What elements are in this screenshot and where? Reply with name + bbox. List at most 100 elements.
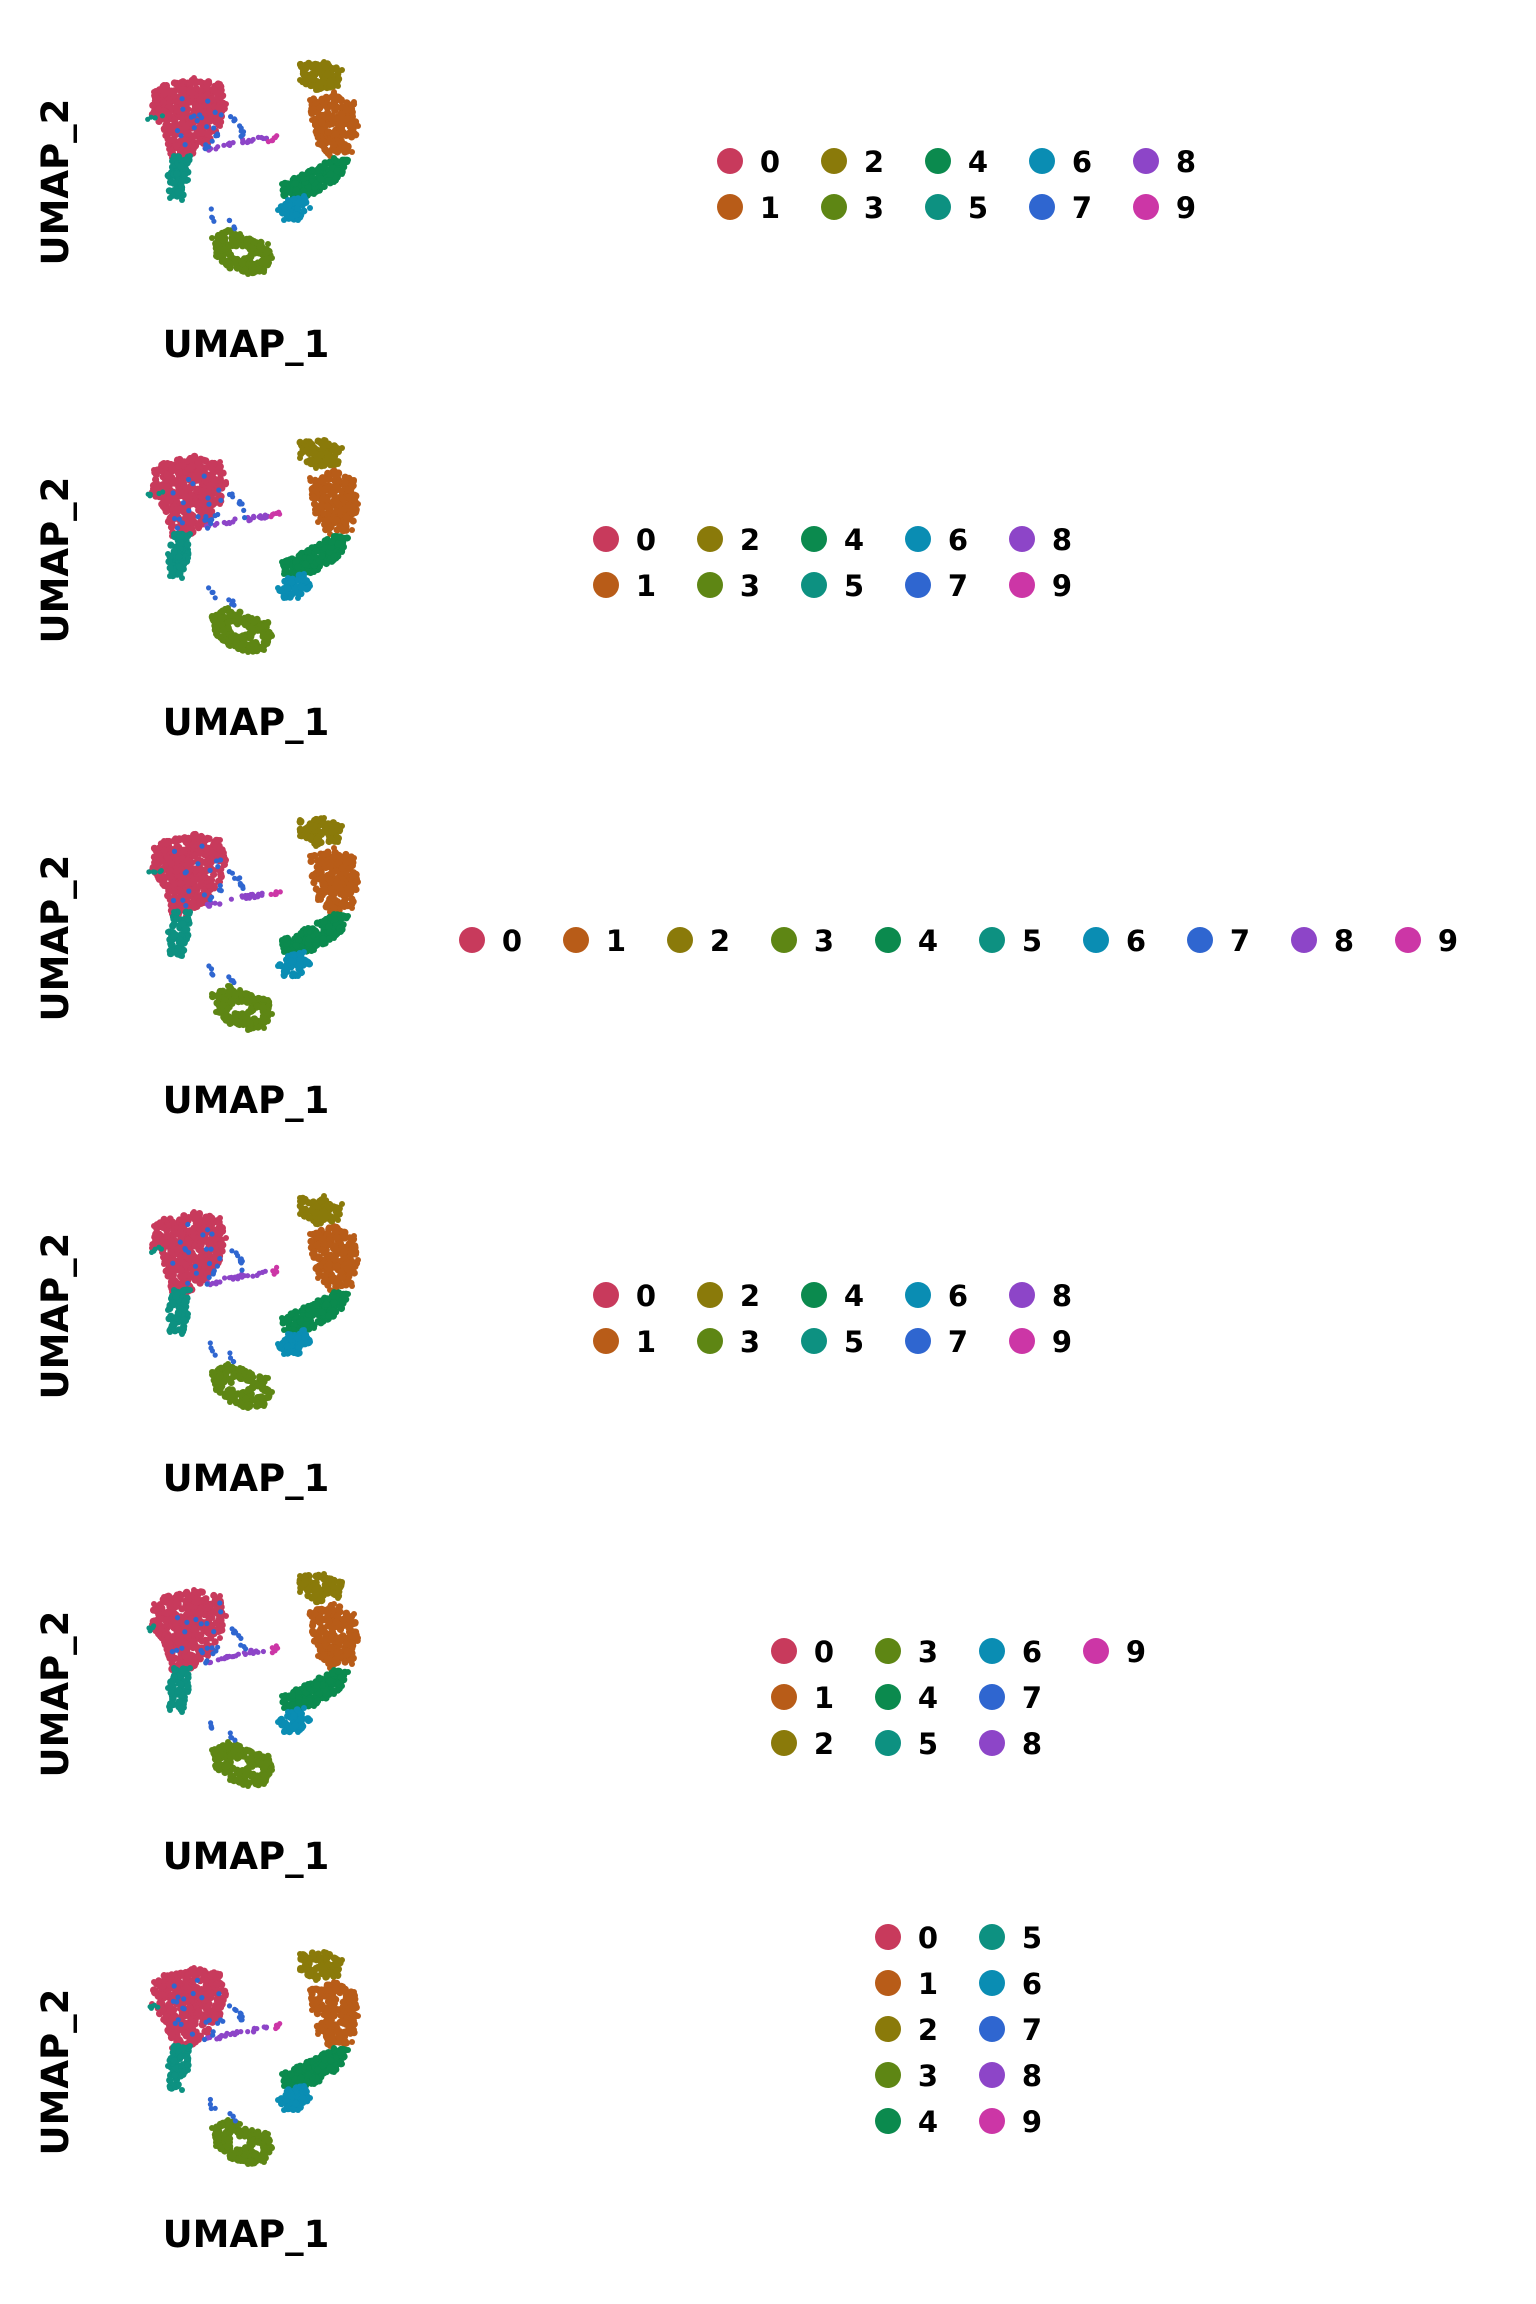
point <box>240 132 246 138</box>
point <box>194 476 202 484</box>
legend-label: 6 <box>948 1279 968 1313</box>
legend-label: 2 <box>740 523 760 557</box>
point <box>170 897 177 904</box>
point <box>187 531 193 537</box>
legend-item-2: 2 <box>697 1279 760 1313</box>
point <box>196 899 204 907</box>
point <box>166 497 174 505</box>
point <box>312 506 320 514</box>
legend-key-1 <box>593 572 619 598</box>
point <box>268 891 274 897</box>
legend-key-7 <box>1187 927 1213 953</box>
point <box>295 595 301 601</box>
point <box>191 1209 197 1215</box>
point <box>269 255 275 261</box>
point <box>212 595 218 601</box>
legend-label: 1 <box>636 1325 656 1359</box>
point <box>204 124 210 130</box>
point <box>297 61 303 67</box>
point <box>313 465 319 471</box>
legend-item-7: 7 <box>1029 191 1092 225</box>
point <box>313 87 319 93</box>
point <box>167 136 175 144</box>
point <box>309 174 315 180</box>
point <box>223 521 230 527</box>
cluster-4-points <box>279 911 351 957</box>
point <box>307 97 313 103</box>
point <box>215 465 223 473</box>
point <box>218 1227 227 1235</box>
point <box>167 523 176 531</box>
point <box>319 935 327 943</box>
point <box>167 573 173 579</box>
point <box>217 887 223 893</box>
point <box>201 892 207 898</box>
point <box>218 257 226 265</box>
point <box>313 835 321 843</box>
point <box>206 585 212 591</box>
point <box>245 1027 251 1033</box>
point <box>325 177 333 185</box>
point <box>214 116 222 124</box>
legend-item-7: 7 <box>905 1325 968 1359</box>
point <box>321 63 329 71</box>
legend-key-7 <box>905 1328 931 1354</box>
point <box>323 849 332 857</box>
cluster-9-points <box>268 509 283 520</box>
point <box>160 846 169 855</box>
point <box>242 515 248 521</box>
point <box>210 589 216 595</box>
x-axis-label: UMAP_1 <box>163 1457 330 1500</box>
legend-key-2 <box>697 1282 723 1308</box>
point <box>285 953 291 959</box>
point <box>213 631 219 637</box>
legend-label: 1 <box>760 191 780 225</box>
point <box>269 633 275 639</box>
point <box>306 929 312 935</box>
cluster-7-points <box>206 585 218 601</box>
point <box>310 933 316 939</box>
point <box>177 1224 185 1233</box>
legend-item-0: 0 <box>593 523 656 557</box>
point <box>316 540 324 548</box>
legend-label: 9 <box>1176 191 1196 225</box>
legend-key-8 <box>1291 927 1317 953</box>
point <box>339 171 345 177</box>
point <box>355 1257 361 1263</box>
point <box>342 106 350 114</box>
umap-scatter-3 <box>146 815 361 1033</box>
point <box>160 90 168 98</box>
point <box>179 197 185 203</box>
cluster-5-points <box>165 530 193 581</box>
point <box>297 77 303 83</box>
point <box>301 77 309 85</box>
point <box>265 139 271 145</box>
point <box>333 516 341 524</box>
legend-label: 5 <box>844 1325 864 1359</box>
point <box>302 171 309 177</box>
point <box>259 1004 267 1012</box>
legend-label: 8 <box>1334 924 1354 958</box>
point <box>234 644 243 652</box>
point <box>183 903 189 909</box>
point <box>212 109 218 115</box>
point <box>200 456 208 464</box>
point <box>331 533 337 539</box>
point <box>312 885 320 893</box>
legend-label: 3 <box>740 1325 760 1359</box>
legend-label: 9 <box>1438 924 1458 958</box>
point <box>215 864 221 870</box>
point <box>230 140 236 146</box>
point <box>337 1268 345 1276</box>
point <box>168 104 176 112</box>
point <box>237 123 243 129</box>
point <box>328 870 336 878</box>
point <box>169 1218 177 1226</box>
point <box>321 59 327 65</box>
point <box>151 94 159 102</box>
legend-item-2: 2 <box>697 523 760 557</box>
point <box>223 479 229 485</box>
point <box>195 861 201 867</box>
